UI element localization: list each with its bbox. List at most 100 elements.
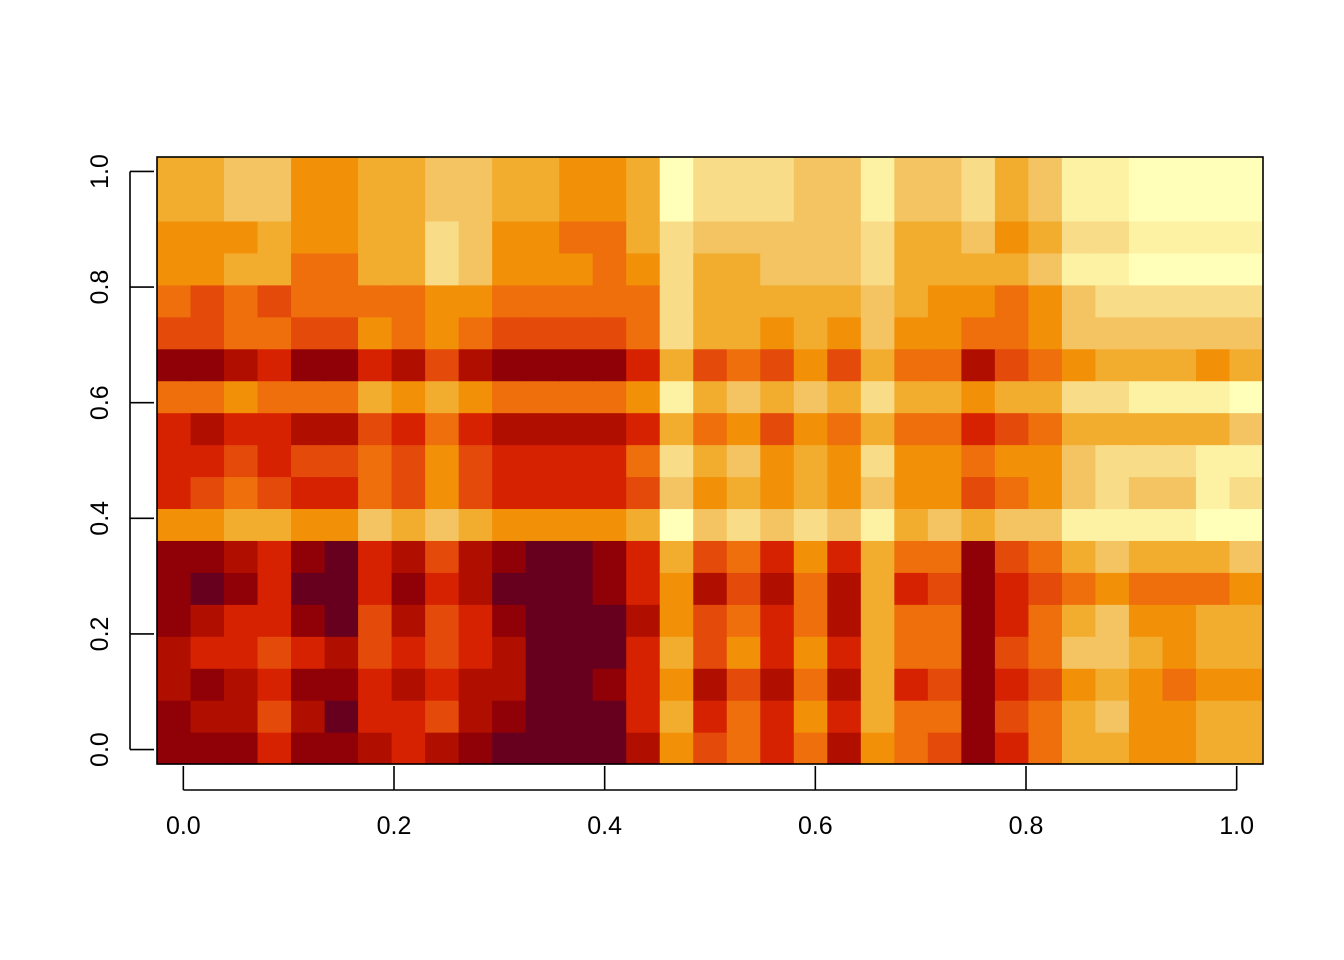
heatmap-cell [458, 380, 493, 414]
heatmap-cell [391, 508, 426, 541]
heatmap-cell [1061, 540, 1097, 573]
heatmap-cell [492, 732, 527, 765]
heatmap-cell [659, 444, 694, 478]
heatmap-cell [961, 732, 996, 765]
heatmap-cell [726, 157, 761, 190]
heatmap-cell [1195, 412, 1231, 446]
heatmap-cell [157, 316, 192, 350]
heatmap-cell [693, 220, 728, 254]
heatmap-cell [1162, 412, 1197, 446]
heatmap-cell [559, 700, 594, 733]
heatmap-cell [291, 508, 326, 541]
heatmap-cell [860, 348, 895, 382]
heatmap-cell [1028, 508, 1063, 541]
heatmap-cell [592, 732, 627, 765]
heatmap-cell [324, 444, 359, 478]
heatmap-cell [1195, 540, 1231, 573]
heatmap-cell [927, 700, 962, 733]
heatmap-cell [894, 700, 929, 733]
heatmap-cell [391, 700, 426, 733]
heatmap-cell [659, 348, 694, 382]
heatmap-cell [525, 380, 560, 414]
heatmap-cell [860, 380, 895, 414]
heatmap-cell [659, 316, 694, 350]
heatmap-cell [190, 412, 225, 446]
heatmap-cell [257, 220, 292, 254]
heatmap-cell [827, 540, 862, 573]
heatmap-cell [1229, 412, 1264, 446]
heatmap-cell [693, 732, 728, 765]
heatmap-cell [860, 700, 895, 733]
heatmap-cell [961, 284, 996, 318]
heatmap-cell [1229, 380, 1264, 414]
heatmap-cell [391, 412, 426, 446]
heatmap-cell [961, 444, 996, 478]
heatmap-cell [425, 284, 460, 318]
heatmap-cell [324, 316, 359, 350]
heatmap-cell [592, 572, 627, 605]
heatmap-cell [659, 508, 694, 541]
heatmap-cell [1128, 604, 1164, 637]
heatmap-cell [693, 476, 728, 510]
heatmap-cell [726, 604, 761, 637]
heatmap-cell [224, 316, 259, 350]
heatmap-cell [1229, 668, 1264, 701]
heatmap-cell [1095, 252, 1130, 286]
heatmap-cell [1061, 380, 1097, 414]
y-tick-label: 0.8 [86, 270, 114, 305]
heatmap-cell [492, 380, 527, 414]
heatmap-cell [425, 444, 460, 478]
heatmap-cell [224, 540, 259, 573]
heatmap-cell [559, 668, 594, 701]
heatmap-cell [1061, 508, 1097, 541]
heatmap-cell [257, 380, 292, 414]
heatmap-cell [1061, 316, 1097, 350]
heatmap-cell [157, 348, 192, 382]
heatmap-cell [793, 476, 828, 510]
heatmap-cell [425, 220, 460, 254]
heatmap-cell [525, 284, 560, 318]
heatmap-cell [291, 220, 326, 254]
heatmap-cell [1028, 476, 1063, 510]
heatmap-cell [592, 508, 627, 541]
heatmap-cell [1162, 348, 1197, 382]
heatmap-cell [492, 284, 527, 318]
heatmap-cell [1095, 220, 1130, 254]
heatmap-cell [291, 157, 326, 190]
heatmap-cell [961, 476, 996, 510]
heatmap-cell [324, 188, 359, 222]
heatmap-cell [1162, 508, 1197, 541]
heatmap-cell [358, 188, 393, 222]
heatmap-cell [1162, 636, 1197, 669]
heatmap-cell [894, 284, 929, 318]
heatmap-cell [157, 157, 192, 190]
heatmap-cell [659, 732, 694, 765]
heatmap-cell [626, 508, 661, 541]
heatmap-cell [1095, 380, 1130, 414]
heatmap-cell [894, 252, 929, 286]
heatmap-cell [291, 316, 326, 350]
heatmap-cell [492, 348, 527, 382]
heatmap-cell [157, 668, 192, 701]
heatmap-cell [190, 668, 225, 701]
heatmap-cell [224, 508, 259, 541]
heatmap-cell [1162, 700, 1197, 733]
heatmap-cell [626, 284, 661, 318]
heatmap-cell [693, 444, 728, 478]
heatmap-cell [927, 572, 962, 605]
heatmap-cell [793, 572, 828, 605]
heatmap-cell [860, 668, 895, 701]
heatmap-cell [525, 732, 560, 765]
heatmap-cell [391, 476, 426, 510]
heatmap-cell [693, 636, 728, 669]
heatmap-cell [458, 412, 493, 446]
heatmap-cell [726, 700, 761, 733]
heatmap-cell [492, 188, 527, 222]
heatmap-cell [1162, 188, 1197, 222]
heatmap-cell [358, 700, 393, 733]
heatmap-cell [1061, 412, 1097, 446]
heatmap-cell [1229, 444, 1264, 478]
heatmap-cell [793, 284, 828, 318]
heatmap-cell [726, 572, 761, 605]
heatmap-cell [1162, 476, 1197, 510]
